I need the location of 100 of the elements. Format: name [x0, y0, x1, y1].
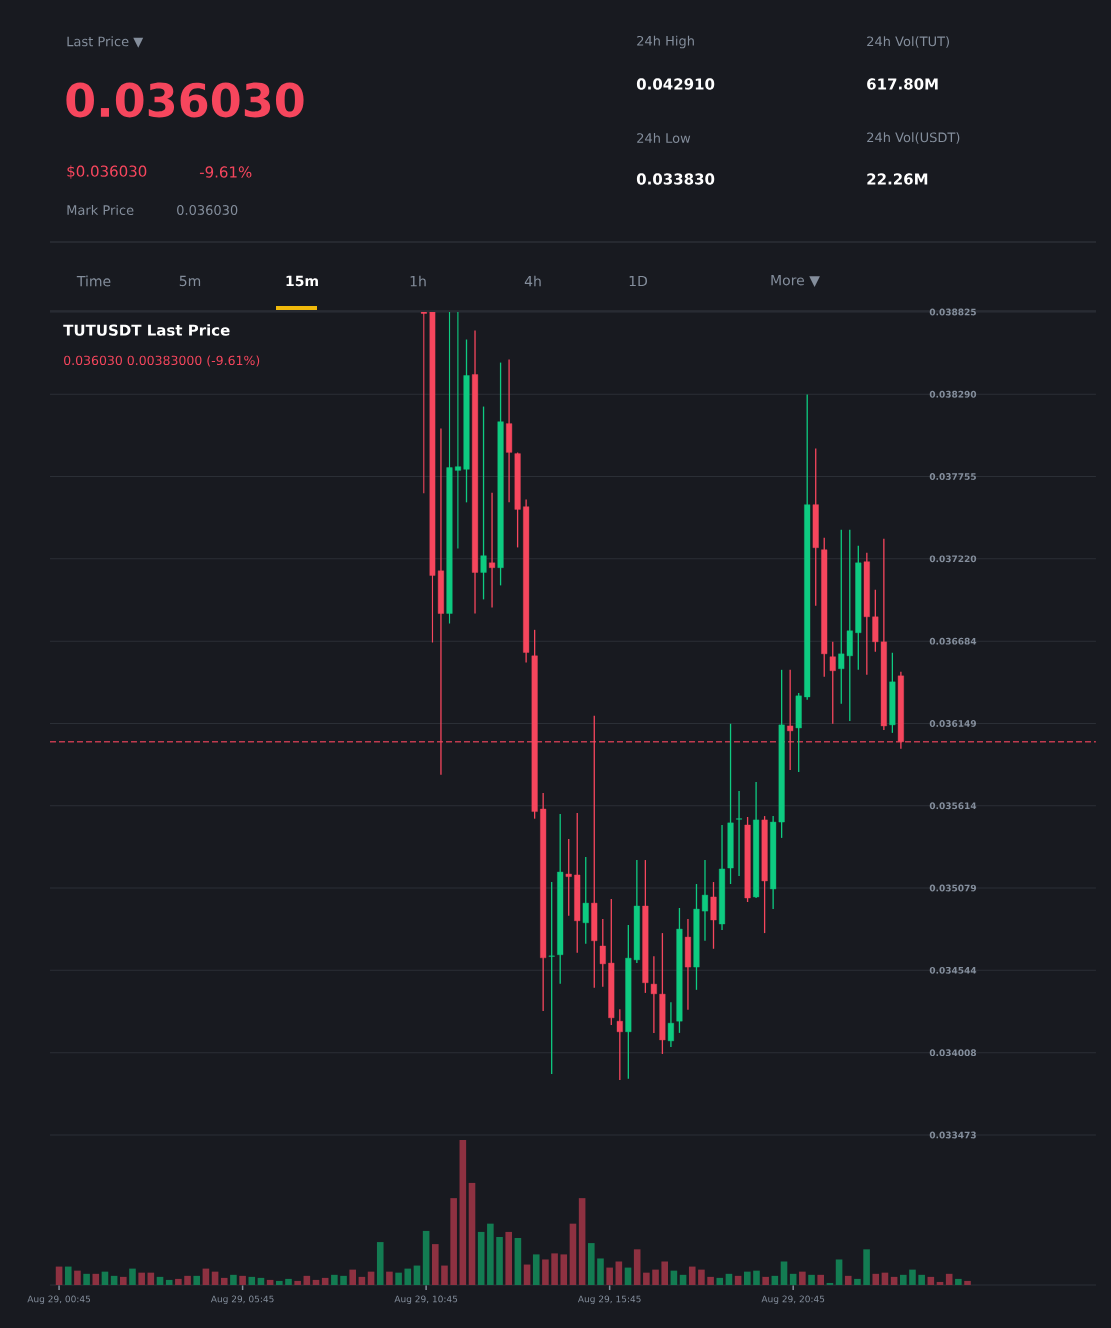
bar	[771, 1275, 779, 1285]
bar	[386, 1271, 393, 1285]
bar	[734, 1275, 742, 1285]
text: 15m	[286, 275, 318, 287]
text: Mark Price	[67, 204, 134, 216]
bar	[844, 1275, 852, 1285]
bar	[276, 1280, 283, 1285]
bar	[863, 1249, 870, 1285]
bar	[569, 1223, 577, 1285]
y-tick-label: 0.037755	[929, 473, 976, 480]
bar	[532, 1254, 540, 1285]
text: 1h	[410, 275, 426, 287]
bar	[468, 1182, 476, 1285]
bar	[487, 1223, 494, 1285]
text: 0.033830	[636, 173, 715, 185]
bar	[753, 1270, 760, 1285]
bar	[597, 1258, 604, 1285]
candlestick	[489, 492, 496, 609]
y-tick-label: 0.036684	[929, 637, 977, 645]
y-tick-label: 0.034008	[929, 1049, 977, 1057]
bar	[64, 1266, 72, 1285]
candlestick	[650, 955, 657, 1034]
bar	[285, 1278, 292, 1285]
bar	[175, 1278, 182, 1285]
bar	[450, 1198, 457, 1285]
bar	[964, 1280, 971, 1285]
bar	[799, 1271, 806, 1285]
bar	[643, 1272, 650, 1285]
bar	[83, 1273, 90, 1285]
candlestick	[710, 881, 717, 950]
bar	[349, 1269, 357, 1285]
bar	[165, 1279, 173, 1285]
bar	[230, 1274, 237, 1285]
bar	[312, 1279, 320, 1285]
text: 22.26M	[867, 173, 928, 185]
bar	[698, 1269, 705, 1285]
bar	[900, 1274, 907, 1285]
bar	[514, 1238, 522, 1285]
text: 0.036030	[177, 205, 238, 215]
bar	[542, 1259, 549, 1285]
y-tick-label: 0.033473	[929, 1131, 976, 1139]
bar	[826, 1282, 834, 1285]
text: 24h High	[637, 35, 694, 49]
bar	[762, 1276, 769, 1285]
candlestick	[454, 311, 461, 550]
bar	[129, 1268, 136, 1285]
bar	[422, 1230, 430, 1285]
bar	[441, 1265, 448, 1285]
y-tick-label: 0.035079	[929, 884, 977, 892]
text: Time	[76, 275, 111, 287]
bar	[404, 1268, 412, 1285]
bar	[110, 1275, 118, 1285]
bar	[744, 1271, 751, 1285]
text: More ▼	[771, 275, 820, 287]
bar	[578, 1198, 586, 1285]
bar	[395, 1272, 402, 1285]
y-tick-label: 0.037220	[929, 555, 977, 563]
x-tick-label: Aug 29, 15:45	[577, 1295, 641, 1305]
bar	[679, 1274, 687, 1285]
text: 1D	[629, 275, 648, 287]
candlestick	[548, 881, 555, 1075]
text: 4h	[524, 275, 541, 287]
candlestick	[736, 790, 743, 877]
bar	[266, 1279, 274, 1285]
bar	[331, 1274, 338, 1285]
bar	[661, 1261, 669, 1285]
bar	[459, 1139, 467, 1285]
text: $0.036030	[67, 165, 147, 179]
bar	[505, 1231, 513, 1285]
bar	[588, 1243, 595, 1285]
bar	[432, 1244, 439, 1285]
candlestick	[420, 311, 427, 494]
x-tick-label: Aug 29, 05:45	[210, 1295, 274, 1305]
bar	[138, 1272, 145, 1285]
text: Last Price ▼	[67, 36, 144, 48]
text: 5m	[179, 275, 201, 287]
bar	[918, 1274, 925, 1285]
bar	[817, 1274, 825, 1285]
bar	[716, 1277, 724, 1285]
candlestick	[701, 859, 708, 942]
y-tick-label: 0.035614	[929, 802, 977, 810]
bar	[551, 1253, 558, 1285]
bar	[496, 1237, 503, 1285]
x-tick-label: Aug 29, 10:45	[394, 1295, 458, 1305]
text: 0.036030	[66, 82, 304, 118]
bar	[120, 1276, 127, 1285]
text: 24h Vol(USDT)	[867, 132, 960, 144]
bar	[808, 1274, 815, 1285]
text: 24h Low	[637, 132, 691, 144]
bar	[936, 1281, 944, 1285]
bar	[248, 1276, 256, 1285]
bar	[909, 1269, 916, 1285]
bar	[606, 1267, 613, 1285]
candlestick	[616, 1008, 623, 1081]
y-tick-label: 0.034544	[929, 966, 977, 974]
text: TUTUSDT Last Price	[63, 324, 230, 336]
bar	[633, 1249, 641, 1285]
bar	[688, 1266, 696, 1285]
bar	[560, 1254, 568, 1285]
text: 24h Vol(TUT)	[867, 36, 949, 48]
